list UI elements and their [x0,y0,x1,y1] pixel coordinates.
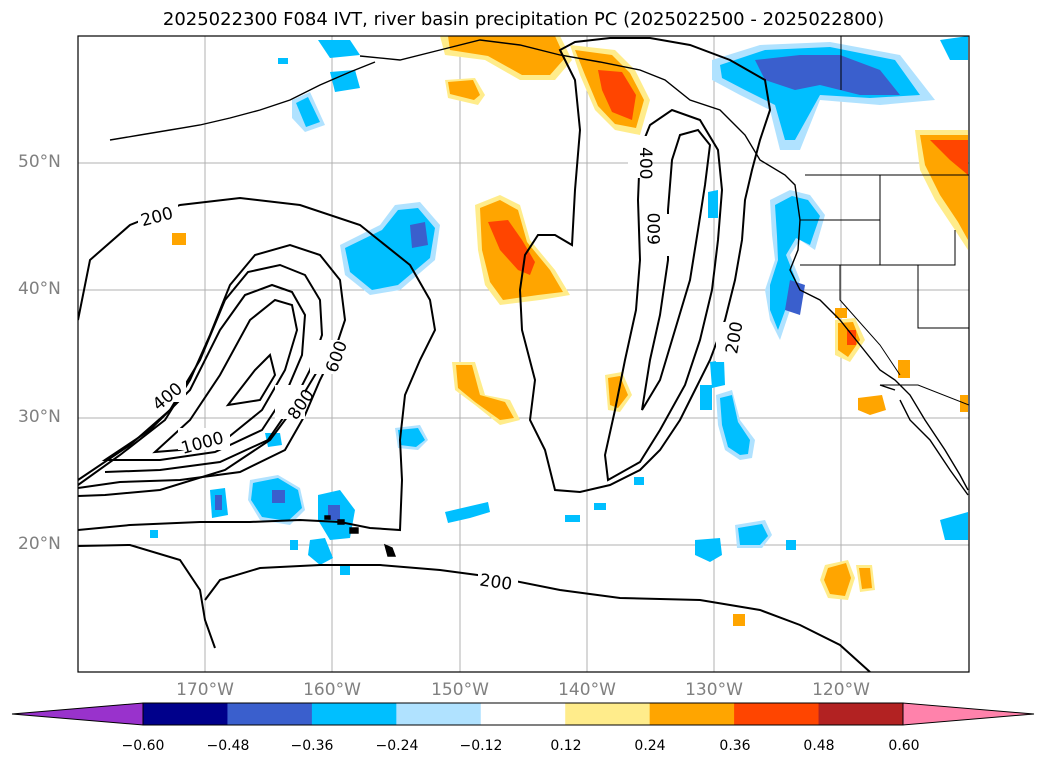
neg-area [308,538,333,565]
neg-area [328,505,340,520]
map-title: 2025022300 F084 IVT, river basin precipi… [162,9,885,30]
neg-area [278,58,288,64]
pos-area [456,365,514,420]
colorbar-segment [143,703,228,725]
neg-area [410,222,428,248]
contour-600-lower [78,349,331,497]
neg-area [594,503,606,510]
map-canvas: 200 400 600 800 1000 400 600 200 200 [77,35,970,673]
colorbar-tick: 0.12 [550,738,582,754]
pos-area [858,395,886,415]
pos-area [898,360,910,378]
colorbar-segment [311,703,397,725]
neg-area [708,190,718,218]
neg-area [272,490,285,503]
colorbar-tick: 0.60 [888,738,920,754]
contour-label: 600 [645,213,665,245]
contour-label: 200 [722,320,747,355]
colorbar-tick: 0.36 [719,738,751,754]
neg-area [290,540,298,550]
contour-label: 400 [635,147,655,179]
lat-label-20n: 20°N [18,534,61,554]
contour-200-south [78,543,871,672]
contour-400-west [78,243,347,489]
neg-area [634,477,644,485]
contour-inner [225,353,277,407]
pos-area [448,36,565,75]
neg-area [150,530,158,538]
contour-label-bgs [138,136,742,592]
lon-label-170w: 170°W [176,680,234,700]
pos-area [172,233,186,245]
pos-area [859,568,872,589]
pos-area [448,80,480,100]
neg-area [565,515,580,522]
colorbar-extend-max [903,703,1034,725]
neg-area [398,428,425,447]
neg-area [738,524,768,545]
contour-east-outer [518,37,772,494]
neg-area [786,540,796,550]
colorbar-tick: −0.12 [459,738,503,754]
pos-area [598,70,636,120]
colorbar-tick: 0.48 [803,738,835,754]
lon-label-160w: 160°W [303,680,361,700]
pos-area [930,140,968,175]
pos-area [847,330,856,345]
pos-area [824,563,851,596]
pos-area [733,614,745,626]
neg-area [770,196,820,330]
contour-label: 200 [478,571,513,595]
neg-area [296,97,320,127]
colorbar-segment [649,703,735,725]
lon-label-150w: 150°W [431,680,489,700]
neg-area [445,502,490,523]
neg-area [710,360,725,388]
colorbar-segment [565,703,651,725]
neg-area [318,40,360,58]
colorbar-tick: −0.24 [375,738,419,754]
colorbar-extend-min [12,703,143,725]
ivt-contours [78,37,871,672]
colorbar-segment [396,703,482,725]
lat-label-40n: 40°N [18,279,61,299]
lon-label-140w: 140°W [558,680,616,700]
neg-area [330,70,360,92]
political-boundaries [800,36,969,406]
colorbar-segment [734,703,820,725]
neg-area [700,385,712,410]
pos-area [835,308,847,318]
neg-area [215,495,222,510]
lat-label-50n: 50°N [18,152,61,172]
colorbar-segment [818,703,904,725]
lon-label-130w: 130°W [685,680,743,700]
neg-area [940,36,968,60]
lat-label-30n: 30°N [18,407,61,427]
contour-200-west [78,196,437,532]
neg-area [340,565,350,575]
colorbar-segment [480,703,566,725]
colorbar-tick: −0.48 [206,738,250,754]
lon-label-120w: 120°W [812,680,870,700]
colorbar-segment [227,703,313,725]
neg-area [720,395,750,455]
colorbar-tick: −0.60 [121,738,165,754]
gridlines [78,36,969,672]
neg-area [755,55,900,95]
neg-area [940,512,968,540]
colorbar-tick: −0.36 [290,738,334,754]
positive-pc-areas [172,36,968,626]
colorbar-tick: 0.24 [634,738,666,754]
neg-area [695,538,722,562]
contour-400-east [603,108,724,482]
contour-600-east [641,128,712,411]
